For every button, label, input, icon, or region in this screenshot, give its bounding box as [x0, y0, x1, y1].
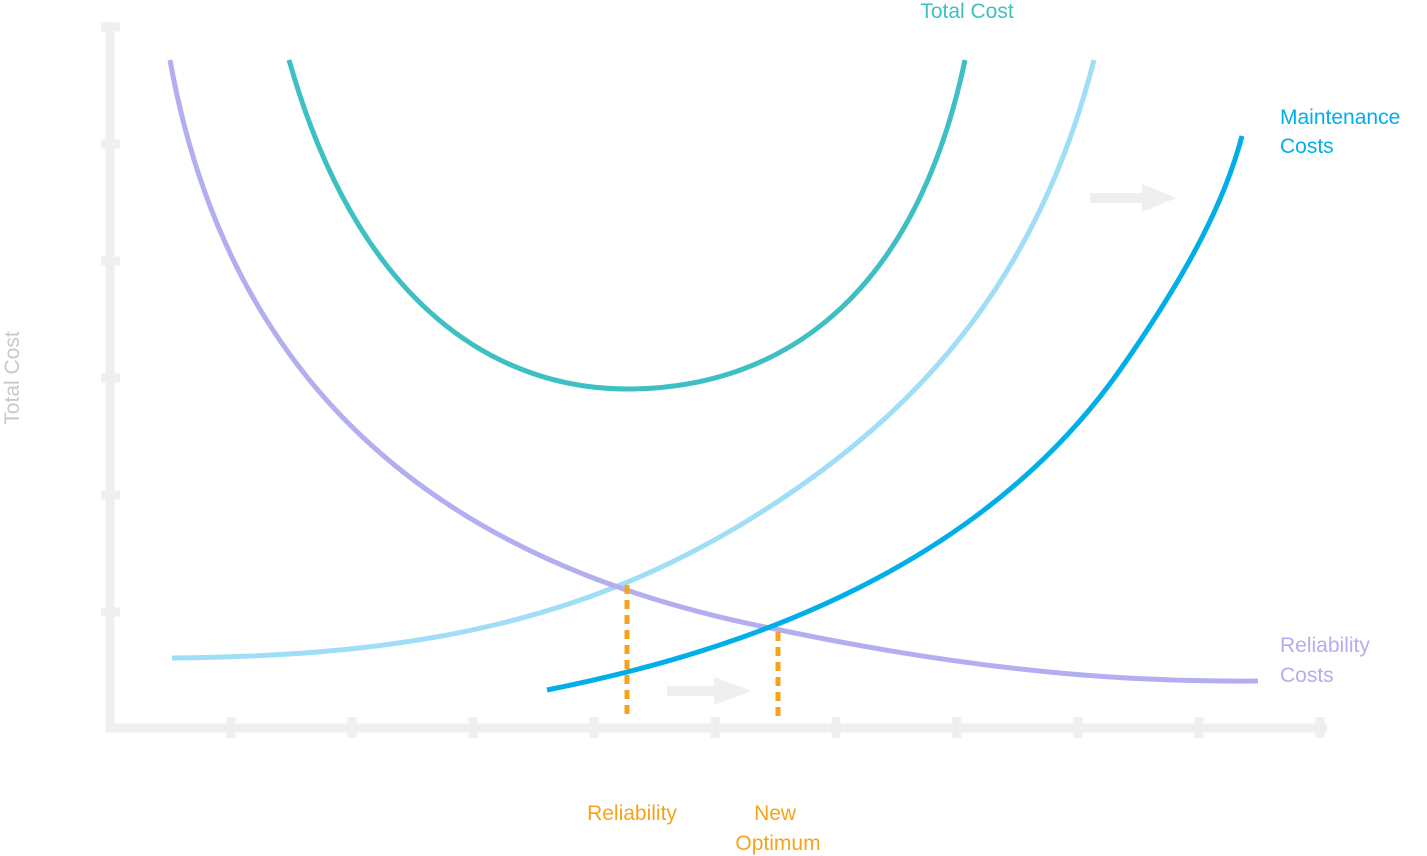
reliability-marker-label: Reliability	[587, 802, 677, 825]
maintenance-costs-label: Maintenance Costs	[1280, 106, 1406, 158]
new-optimum-marker-label-line: Optimum	[735, 832, 820, 855]
new-optimum-marker-label-line: New	[754, 802, 797, 825]
x-axis-ticks	[226, 717, 1325, 738]
reliability-marker-label-line: Reliability	[587, 802, 677, 825]
reliability-costs-label-line: Costs	[1280, 664, 1334, 687]
reliability-costs-label: Reliability Costs	[1280, 634, 1376, 687]
total-cost-label: Total Cost	[920, 0, 1014, 23]
maintenance-costs-label-line: Maintenance	[1280, 106, 1400, 129]
maintenance-costs-label-line: Costs	[1280, 135, 1334, 158]
reliability-costs-curve	[167, 59, 1259, 684]
new-optimum-marker-label: New Optimum	[735, 802, 820, 855]
maintenance-costs-curve	[546, 135, 1245, 693]
shift-arrow-upper	[1090, 184, 1176, 212]
y-axis-ticks	[101, 22, 120, 617]
y-axis-label: Total Cost	[1, 331, 24, 425]
shift-arrow-lower	[667, 677, 752, 705]
reliability-costs-label-line: Reliability	[1280, 634, 1370, 657]
total-cost-curve	[286, 59, 968, 392]
original-maintenance-curve	[171, 59, 1097, 661]
total-cost-label-line: Total Cost	[920, 0, 1014, 23]
